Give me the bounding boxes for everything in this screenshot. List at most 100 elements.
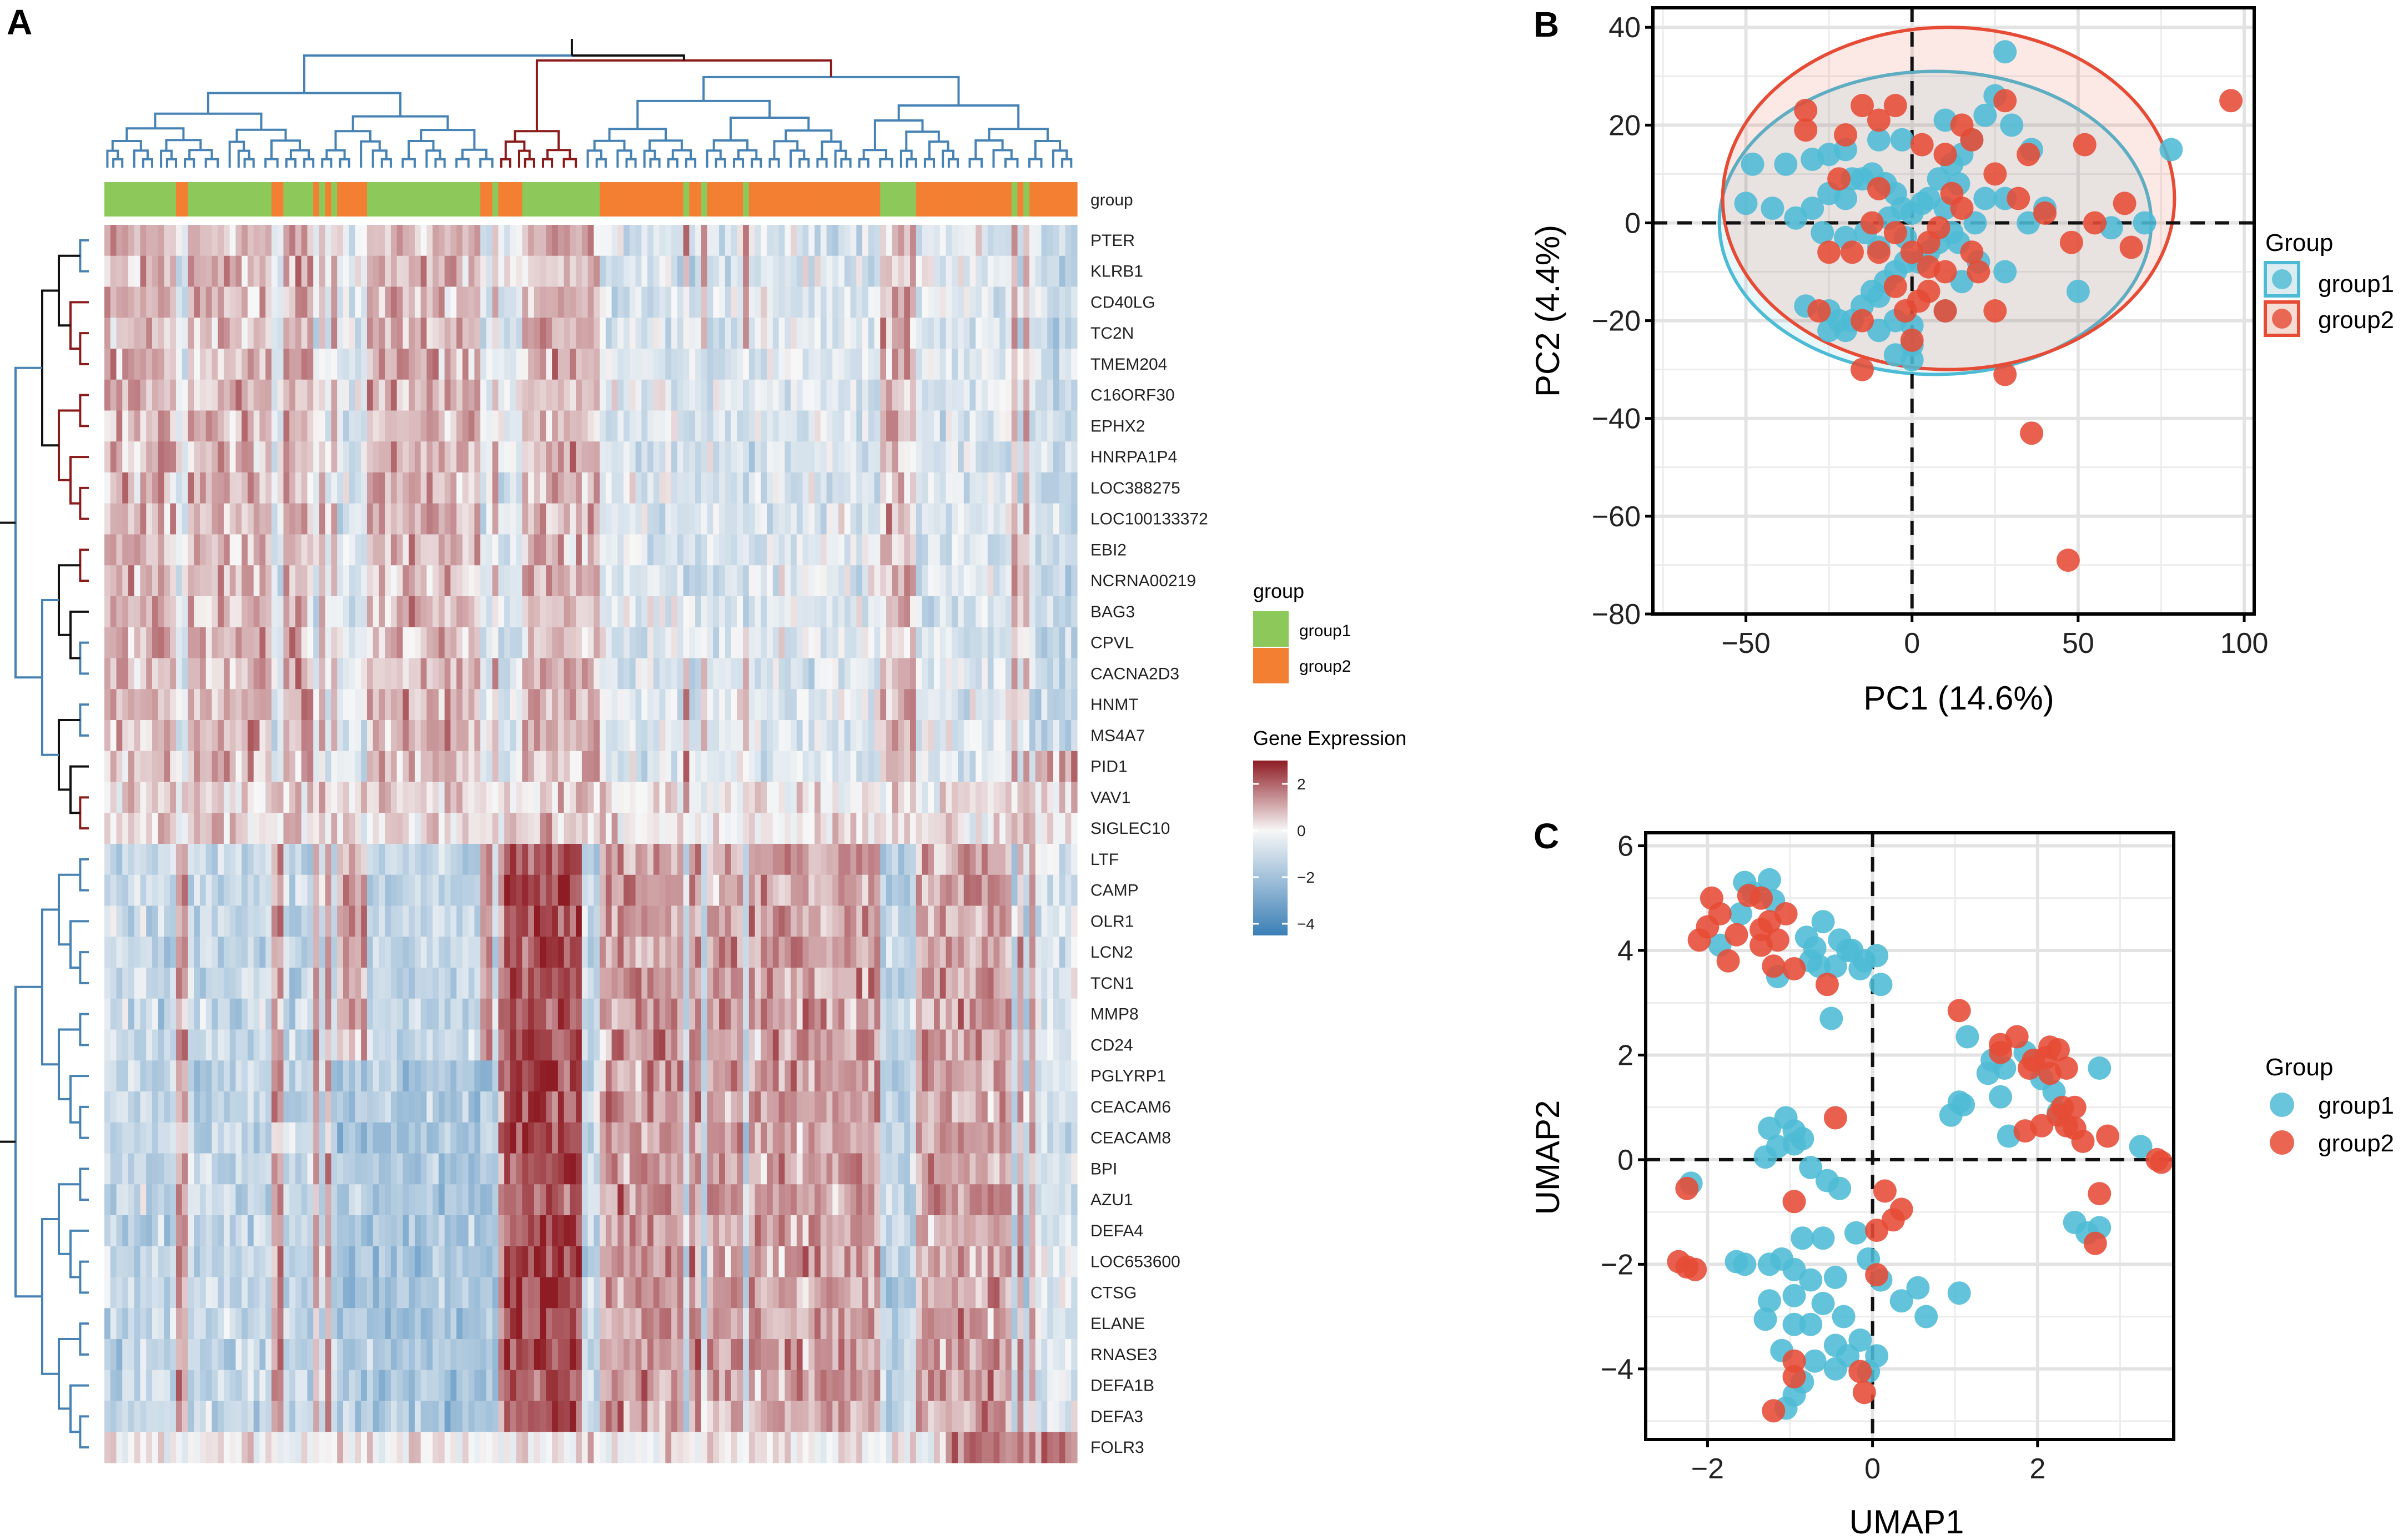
heatmap-cell [958,1029,964,1061]
heatmap-cell [253,782,260,813]
annotation-cell [170,182,177,217]
heatmap-cell [856,874,863,907]
heatmap-cell [295,534,302,566]
heatmap-cell [438,441,445,473]
heatmap-cell [844,379,851,411]
heatmap-cell [564,286,570,318]
heatmap-cell [982,937,988,968]
heatmap-cell [498,1060,505,1092]
heatmap-cell [761,286,767,318]
heatmap-cell [892,905,899,937]
heatmap-cell [647,472,654,504]
heatmap-cell [152,503,159,535]
heatmap-cell [223,318,230,349]
heatmap-cell [629,658,636,690]
heatmap-cell [289,441,296,473]
heatmap-cell [343,565,350,597]
heatmap-cell [725,905,732,937]
heatmap-cell [146,379,153,411]
heatmap-cell [939,379,947,411]
heatmap-cell [355,255,361,288]
heatmap-cell [737,565,743,597]
heatmap-cell [629,720,636,752]
heatmap-cell [122,255,129,288]
heatmap-cell [1035,782,1042,813]
heatmap-cell [641,751,648,783]
heatmap-cell [474,349,481,380]
heatmap-cell [791,565,797,597]
heatmap-cell [194,472,200,504]
heatmap-cell [337,968,344,999]
heatmap-cell [504,410,511,442]
heatmap-cell [1011,813,1018,844]
heatmap-cell [1053,968,1060,999]
heatmap-cell [390,503,398,535]
heatmap-cell [713,318,720,349]
heatmap-cell [898,410,904,442]
annotation-cell [420,182,428,217]
heatmap-cell [868,627,875,659]
heatmap-cell [540,720,546,752]
heatmap-cell [462,410,469,442]
heatmap-cell [277,968,284,999]
heatmap-cell [934,1029,941,1061]
annotation-cell [283,182,290,217]
heatmap-cell [331,689,338,721]
heatmap-cell [587,534,594,566]
heatmap-cell [939,410,947,442]
heatmap-cell [205,813,213,844]
heatmap-cell [557,565,565,597]
heatmap-cell [229,534,237,566]
heatmap-cell [976,658,982,690]
heatmap-cell [946,937,952,968]
dendrogram-branch [546,149,571,159]
heatmap-cell [366,937,374,968]
heatmap-cell [898,968,904,999]
heatmap-cell [385,627,391,659]
heatmap-cell [307,968,314,999]
annotation-cell [510,182,517,217]
heatmap-cell [767,349,773,380]
annotation-cell [1006,182,1012,217]
heatmap-cell [755,410,761,442]
heatmap-cell [110,689,117,721]
heatmap-cell [1047,1060,1054,1092]
heatmap-cell [414,225,421,256]
heatmap-cell [952,410,958,442]
heatmap-cell [253,1029,260,1061]
heatmap-cell [761,627,767,659]
heatmap-cell [958,286,964,318]
heatmap-cell [958,349,964,380]
heatmap-cell [671,596,678,628]
heatmap-cell [247,1060,254,1092]
heatmap-cell [396,1029,404,1061]
heatmap-cell [653,968,660,999]
heatmap-cell [826,349,833,380]
heatmap-cell [594,844,600,875]
heatmap-cell [892,596,899,628]
heatmap-cell [480,874,487,907]
heatmap-cell [755,689,761,721]
heatmap-cell [528,349,535,380]
annotation-cell [175,182,183,217]
heatmap-cell [212,410,218,442]
heatmap-cell [815,255,821,288]
heatmap-cell [689,813,696,844]
heatmap-cell [946,503,952,535]
heatmap-cell [665,720,672,752]
heatmap-cell [450,596,457,628]
heatmap-cell [253,596,260,628]
heatmap-cell [468,1060,475,1092]
heatmap-cell [188,968,194,999]
heatmap-cell [355,596,361,628]
heatmap-cell [301,782,308,813]
heatmap-cell [701,874,708,907]
heatmap-cell [152,937,159,968]
heatmap-cell [719,565,726,597]
heatmap-cell [880,627,887,659]
heatmap-cell [802,968,809,999]
heatmap-cell [438,410,445,442]
heatmap-cell [146,1029,153,1061]
heatmap-cell [570,441,576,473]
heatmap-cell [629,1029,636,1061]
